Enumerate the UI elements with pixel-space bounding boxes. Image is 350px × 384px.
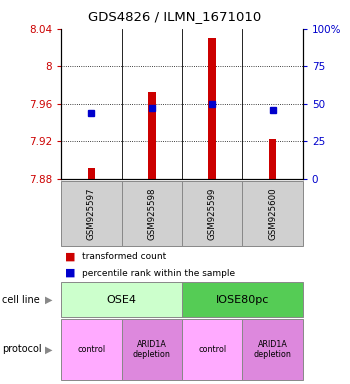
Text: control: control bbox=[77, 345, 105, 354]
Text: ■: ■ bbox=[65, 268, 75, 278]
Text: transformed count: transformed count bbox=[82, 252, 167, 262]
Text: control: control bbox=[198, 345, 226, 354]
Text: protocol: protocol bbox=[2, 344, 41, 354]
Text: OSE4: OSE4 bbox=[107, 295, 136, 305]
Text: GDS4826 / ILMN_1671010: GDS4826 / ILMN_1671010 bbox=[88, 10, 262, 23]
Bar bbox=[269, 139, 276, 179]
Bar bbox=[208, 38, 216, 179]
Text: ARID1A
depletion: ARID1A depletion bbox=[254, 340, 292, 359]
Text: IOSE80pc: IOSE80pc bbox=[216, 295, 269, 305]
Text: ▶: ▶ bbox=[45, 295, 53, 305]
Text: cell line: cell line bbox=[2, 295, 40, 305]
Text: GSM925599: GSM925599 bbox=[208, 187, 217, 240]
Text: ARID1A
depletion: ARID1A depletion bbox=[133, 340, 171, 359]
Text: GSM925600: GSM925600 bbox=[268, 187, 277, 240]
Bar bbox=[148, 93, 156, 179]
Text: GSM925598: GSM925598 bbox=[147, 187, 156, 240]
Text: GSM925597: GSM925597 bbox=[87, 187, 96, 240]
Bar bbox=[88, 168, 95, 179]
Text: ■: ■ bbox=[65, 252, 75, 262]
Text: percentile rank within the sample: percentile rank within the sample bbox=[82, 269, 235, 278]
Text: ▶: ▶ bbox=[45, 344, 53, 354]
